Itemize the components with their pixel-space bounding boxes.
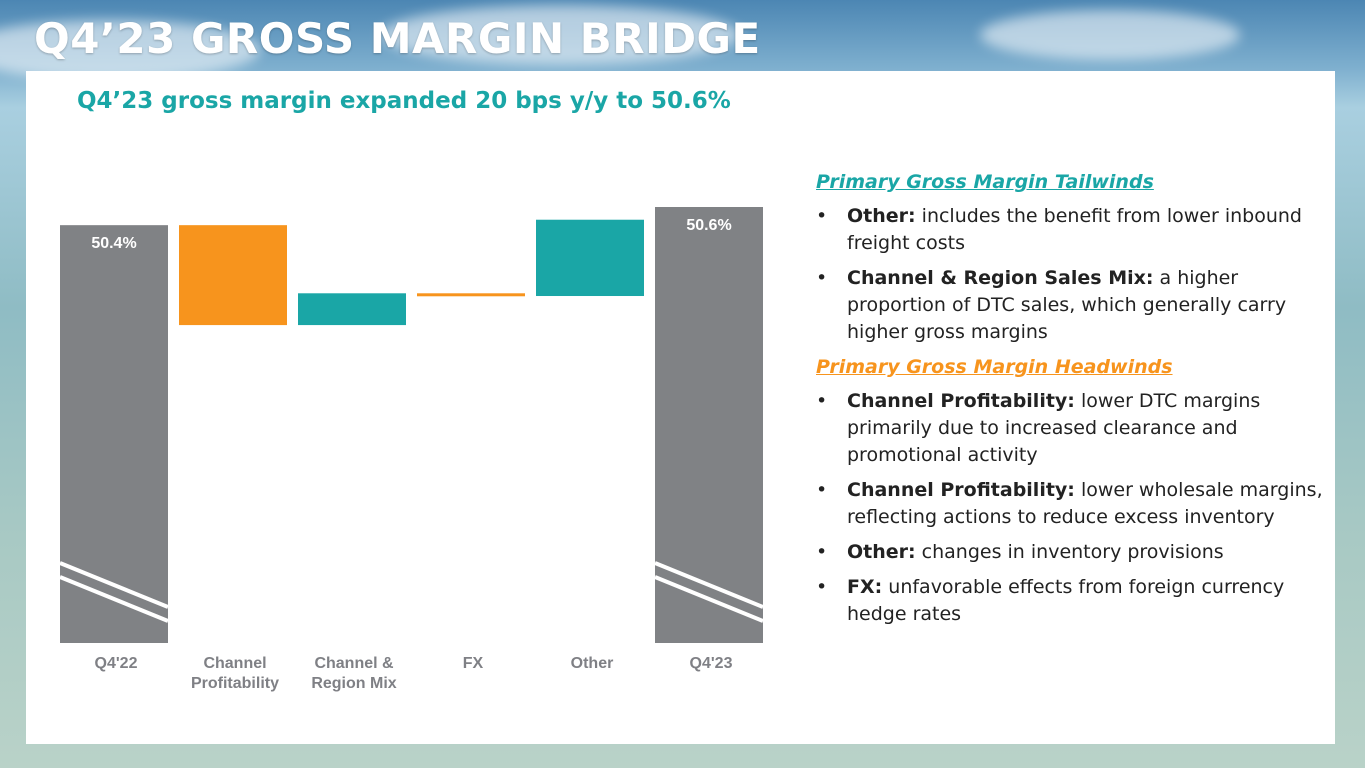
- tailwinds-heading: Primary Gross Margin Tailwinds: [816, 171, 1154, 193]
- bullet-dot: •: [816, 205, 828, 227]
- headwind-item-text: changes in inventory provisions: [915, 541, 1224, 563]
- tailwind-item-bold: Other:: [847, 205, 916, 227]
- headwind-item-bold: Channel Profitability:: [847, 479, 1075, 501]
- bar-other: [536, 219, 644, 297]
- category-label: FX: [463, 655, 484, 672]
- bullet-dot: •: [816, 479, 828, 501]
- bar-channel-region-mix: [298, 293, 406, 326]
- slide-title: Q4’23 GROSS MARGIN BRIDGE: [34, 14, 761, 63]
- headwind-item-text: lower DTC margins primarily due to incre…: [847, 390, 1261, 466]
- headwind-item-text: unfavorable effects from foreign currenc…: [847, 576, 1285, 625]
- bullet-dot: •: [816, 267, 828, 289]
- commentary-panel: Primary Gross Margin Tailwinds • Other: …: [816, 169, 1326, 636]
- bullet-dot: •: [816, 390, 828, 412]
- headwind-item-text: lower wholesale margins, reflecting acti…: [847, 479, 1323, 528]
- bullet-dot: •: [816, 541, 828, 563]
- headwinds-heading: Primary Gross Margin Headwinds: [816, 356, 1173, 378]
- tailwind-item-bold: Channel & Region Sales Mix:: [847, 267, 1154, 289]
- gross-margin-bridge-chart: 50.4% Q4'22 Channel Profitability Channel & R…: [59, 207, 764, 692]
- bar-q4-23: [655, 207, 763, 643]
- bar-q4-22: [60, 225, 168, 643]
- data-label: 50.6%: [686, 217, 731, 234]
- bar-fx: [417, 293, 525, 297]
- axis-break-mark: [59, 575, 169, 623]
- headwind-item: • Other: changes in inventory provisions: [816, 539, 1326, 566]
- axis-break-mark: [59, 561, 169, 609]
- category-label: Q4'22: [95, 655, 138, 672]
- headwind-item: • FX: unfavorable effects from foreign c…: [816, 574, 1326, 628]
- content-panel: Q4’23 gross margin expanded 20 bps y/y t…: [26, 71, 1335, 744]
- bullet-dot: •: [816, 576, 828, 598]
- category-label: Q4'23: [690, 655, 733, 672]
- headwind-item: • Channel Profitability: lower DTC margi…: [816, 388, 1326, 469]
- tailwind-item: • Channel & Region Sales Mix: a higher p…: [816, 265, 1326, 346]
- tailwind-item: • Other: includes the benefit from lower…: [816, 203, 1326, 257]
- axis-break-mark: [654, 575, 764, 623]
- bar-channel-profitability: [179, 225, 287, 326]
- category-label: Channel & Region Mix: [311, 655, 396, 692]
- category-label: Channel Profitability: [191, 655, 279, 692]
- headwind-item: • Channel Profitability: lower wholesale…: [816, 477, 1326, 531]
- headwind-item-bold: Other:: [847, 541, 916, 563]
- category-label: Other: [571, 655, 614, 672]
- slide-subtitle: Q4’23 gross margin expanded 20 bps y/y t…: [77, 88, 731, 114]
- tailwind-item-text: includes the benefit from lower inbound …: [847, 205, 1302, 254]
- tailwind-item-text: a higher proportion of DTC sales, which …: [847, 267, 1287, 343]
- axis-break-mark: [654, 561, 764, 609]
- headwind-item-bold: Channel Profitability:: [847, 390, 1075, 412]
- headwind-item-bold: FX:: [847, 576, 883, 598]
- data-label: 50.4%: [91, 235, 136, 252]
